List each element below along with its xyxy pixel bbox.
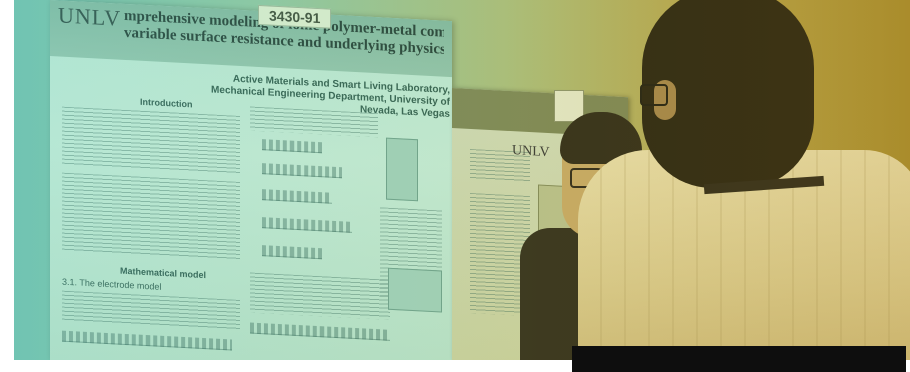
poster-figure [388,267,442,313]
poster-equation [262,163,342,179]
poster-text-block [62,290,240,330]
poster-text-block [62,106,240,174]
poster-equation [262,245,322,260]
poster-text-block [250,272,390,320]
poster-equation [262,217,352,233]
black-caption-panel [572,346,906,372]
person-visitor-ear [654,80,676,120]
poster-logo: UNLV [58,2,122,31]
poster-section-model: Mathematical model [120,265,207,281]
main-research-poster: UNLV mprehensive modeling of ionic polym… [50,0,452,360]
conference-photo: UNLV mprehensive modeling of ionic polym… [14,0,910,360]
poster-section-introduction: Introduction [140,96,193,110]
poster-equation [62,330,232,351]
poster-number-tag [554,90,584,122]
poster-equation [262,189,332,204]
poster-section-electrode: 3.1. The electrode model [62,276,162,292]
poster-number-tag: 3430-91 [258,4,332,29]
poster-figure [386,137,418,202]
poster-header: UNLV mprehensive modeling of ionic polym… [50,0,452,78]
poster-equation [262,139,322,154]
poster-logo: UNLV [512,143,550,161]
poster-equation [250,322,390,341]
poster-text-block [62,172,240,260]
glasses-icon [640,84,668,106]
